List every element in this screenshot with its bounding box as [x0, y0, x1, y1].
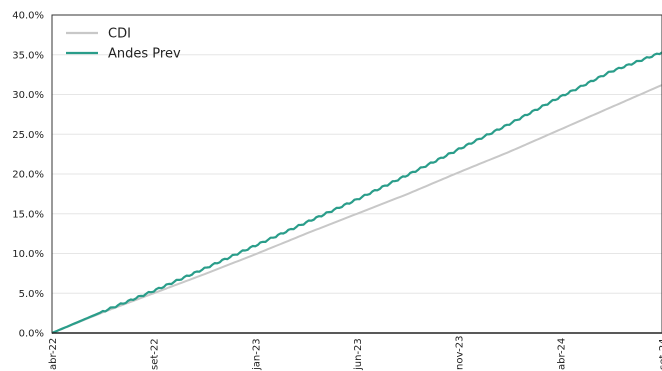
- x-tick-label: set-24: [658, 338, 662, 370]
- y-tick-label: 30.0%: [12, 90, 44, 101]
- legend: CDI Andes Prev: [66, 27, 181, 62]
- legend-label: CDI: [108, 27, 131, 42]
- x-tick-label: jun-23: [353, 338, 364, 371]
- x-tick-label: nov-23: [455, 336, 466, 370]
- x-axis: abr-22 set-22 jan-23 jun-23 nov-23 abr-24 set-…: [48, 336, 662, 371]
- legend-label: Andes Prev: [108, 47, 181, 62]
- plot-frame: [51, 14, 662, 334]
- y-tick-label: 5.0%: [19, 289, 44, 300]
- y-tick-label: 40.0%: [12, 11, 44, 22]
- x-tick-label: jan-23: [251, 338, 262, 371]
- x-tick-label: set-22: [150, 338, 161, 370]
- y-tick-label: 25.0%: [12, 130, 44, 141]
- y-tick-label: 10.0%: [12, 249, 44, 260]
- y-tick-label: 20.0%: [12, 170, 44, 181]
- y-tick-label: 0.0%: [19, 329, 44, 340]
- y-tick-label: 15.0%: [12, 209, 44, 220]
- y-tick-label: 35.0%: [12, 50, 44, 61]
- y-axis: 0.0% 5.0% 10.0% 15.0% 20.0% 25.0% 30.0% 35.0% 40…: [12, 11, 44, 340]
- grid-lines: [52, 14, 662, 334]
- series-line-andes-prev: [51, 51, 662, 335]
- x-tick-label: abr-22: [48, 338, 59, 370]
- x-tick-label: abr-24: [556, 338, 567, 370]
- series-line-cdi: [51, 84, 662, 334]
